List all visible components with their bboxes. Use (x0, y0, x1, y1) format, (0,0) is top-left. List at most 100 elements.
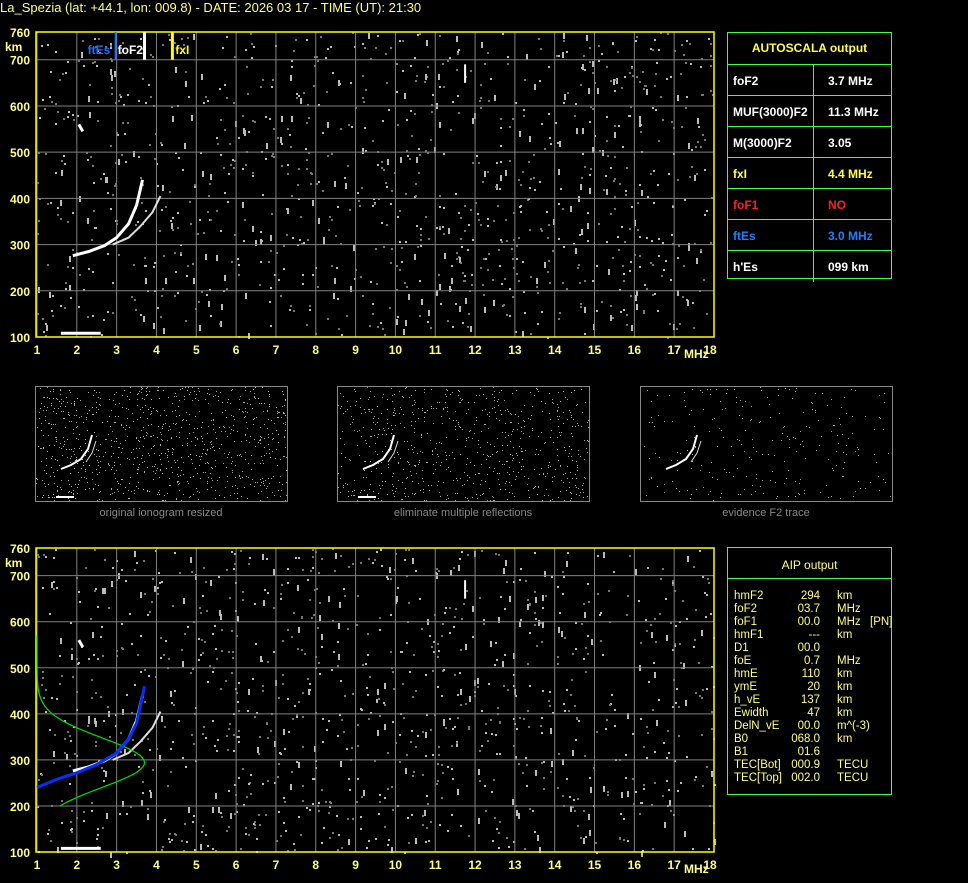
noise-dot (438, 650, 440, 652)
noise-dot (278, 490, 279, 491)
noise-dot (535, 597, 537, 603)
noise-dot (458, 424, 459, 425)
noise-dot (686, 618, 688, 620)
x-tick-label: 18 (703, 343, 717, 357)
noise-dot (534, 395, 535, 396)
noise-dot (436, 227, 438, 229)
noise-dot (169, 191, 171, 193)
noise-dot (451, 768, 453, 770)
noise-dot (570, 412, 571, 413)
noise-dot (239, 475, 240, 476)
x-tick-label: 3 (113, 343, 120, 357)
noise-dot (639, 184, 641, 186)
noise-dot (460, 649, 462, 651)
noise-dot (547, 337, 549, 339)
noise-dot (527, 710, 529, 712)
noise-dot (52, 456, 53, 457)
noise-dot (456, 258, 458, 260)
noise-dot (209, 183, 211, 185)
noise-dot (91, 239, 93, 241)
noise-dot (121, 569, 123, 571)
noise-dot (265, 158, 267, 160)
noise-dot (470, 326, 472, 332)
noise-dot (205, 254, 207, 260)
noise-dot (143, 427, 144, 428)
noise-dot (662, 795, 664, 797)
noise-dot (438, 570, 440, 572)
noise-dot (415, 465, 416, 466)
noise-dot (245, 459, 246, 460)
noise-dot (880, 418, 881, 419)
aip-value: 000.9 (791, 759, 820, 771)
noise-dot (631, 67, 633, 69)
noise-dot (154, 586, 156, 592)
noise-dot (502, 33, 504, 35)
noise-dot (144, 472, 145, 473)
noise-dot (468, 313, 470, 315)
noise-dot (653, 202, 655, 204)
noise-dot (489, 467, 490, 468)
noise-dot (248, 333, 250, 339)
autoscala-row-fxi: fxI 4.4 MHz (728, 157, 891, 189)
noise-dot (181, 500, 182, 501)
noise-dot (190, 454, 191, 455)
noise-dot (239, 399, 240, 400)
noise-dot (123, 104, 125, 106)
noise-dot (573, 419, 574, 420)
aip-title: AIP output (781, 558, 838, 572)
noise-dot (714, 784, 716, 786)
noise-dot (218, 807, 220, 813)
noise-dot (464, 205, 466, 207)
noise-dot (129, 498, 130, 499)
noise-dot (362, 75, 364, 77)
noise-dot (309, 683, 311, 685)
noise-dot (52, 497, 53, 498)
noise-dot (238, 730, 240, 732)
noise-dot (671, 121, 673, 123)
noise-dot (557, 416, 558, 417)
noise-dot (169, 478, 170, 479)
noise-dot (312, 200, 314, 206)
noise-dot (647, 567, 649, 569)
noise-dot (499, 392, 500, 393)
noise-dot (351, 416, 352, 417)
noise-dot (663, 269, 665, 271)
noise-dot (140, 314, 142, 316)
noise-dot (61, 675, 63, 677)
aip-unit: TECU (837, 759, 869, 771)
noise-dot (192, 400, 193, 401)
noise-dot (310, 570, 312, 572)
noise-dot (710, 43, 712, 45)
noise-dot (413, 414, 414, 415)
noise-dot (125, 440, 126, 441)
noise-dot (565, 473, 566, 474)
noise-dot (352, 422, 353, 423)
noise-dot (152, 578, 154, 580)
noise-dot (329, 216, 331, 218)
noise-dot (86, 478, 87, 479)
noise-dot (632, 733, 634, 735)
noise-dot (482, 284, 484, 286)
noise-dot (421, 434, 422, 435)
noise-dot (443, 233, 445, 235)
noise-dot (602, 150, 604, 156)
noise-dot (693, 646, 695, 648)
noise-dot (114, 462, 115, 463)
noise-dot (699, 695, 701, 697)
noise-dot (70, 829, 72, 831)
noise-dot (634, 254, 636, 256)
noise-dot (390, 614, 392, 616)
noise-dot (376, 551, 378, 553)
noise-dot (567, 399, 568, 400)
noise-dot (83, 462, 84, 463)
trace (387, 440, 399, 463)
noise-dot (72, 114, 74, 116)
noise-dot (570, 492, 571, 493)
noise-dot (374, 435, 375, 436)
noise-dot (72, 212, 74, 214)
noise-dot (390, 262, 392, 264)
noise-dot (506, 837, 508, 839)
noise-dot (789, 439, 790, 440)
noise-dot (234, 160, 236, 162)
noise-dot (550, 728, 552, 734)
